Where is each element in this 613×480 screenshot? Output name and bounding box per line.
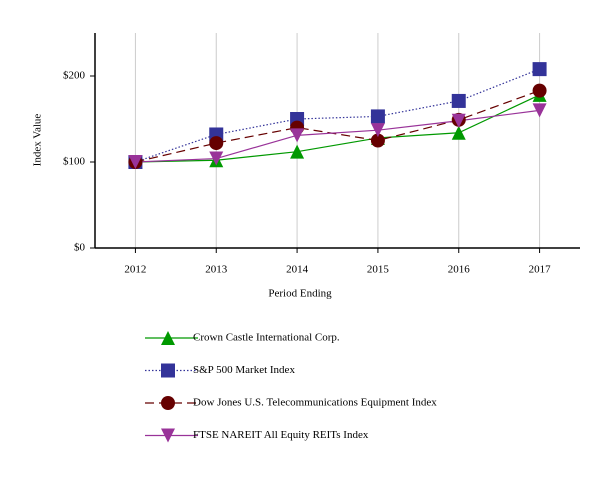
legend-label: Crown Castle International Corp.	[193, 332, 340, 344]
data-point	[209, 151, 224, 166]
data-point	[370, 109, 385, 124]
data-point	[128, 155, 143, 169]
y-tick-label: $100	[63, 156, 86, 168]
data-point	[370, 133, 385, 148]
x-axis-label: Period Ending	[268, 288, 332, 300]
series-line	[135, 94, 540, 163]
data-point	[290, 128, 305, 143]
legend-marker	[161, 396, 175, 410]
legend-marker	[161, 331, 175, 345]
series-line	[135, 109, 540, 163]
legend-label: S&P 500 Market Index	[193, 364, 295, 376]
x-tick-label: 2012	[124, 264, 146, 276]
legend-label: FTSE NAREIT All Equity REITs Index	[193, 429, 369, 441]
series-line	[135, 90, 540, 163]
y-tick-label: $200	[63, 70, 86, 82]
data-point	[451, 93, 466, 108]
data-point	[451, 113, 466, 128]
y-tick-label: $0	[74, 242, 86, 254]
data-point	[532, 83, 547, 98]
data-point	[370, 123, 385, 138]
data-point	[532, 103, 547, 118]
x-tick-label: 2016	[448, 264, 471, 276]
x-tick-label: 2017	[529, 264, 552, 276]
x-tick-label: 2013	[205, 264, 228, 276]
x-tick-label: 2014	[286, 264, 309, 276]
data-point	[290, 144, 305, 159]
x-tick-label: 2015	[367, 264, 390, 276]
series-line	[135, 68, 540, 163]
legend-marker	[161, 428, 175, 443]
data-point	[209, 136, 224, 151]
data-point	[532, 62, 547, 77]
legend-marker	[161, 363, 175, 378]
data-point	[451, 125, 466, 140]
legend-label: Dow Jones U.S. Telecommunications Equipm…	[193, 397, 437, 409]
y-axis-label: Index Value	[32, 114, 44, 167]
